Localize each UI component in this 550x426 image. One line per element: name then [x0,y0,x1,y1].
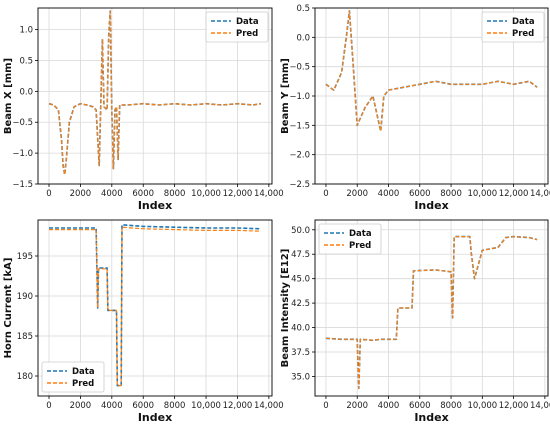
x-tick-label: 4000 [101,401,123,411]
y-tick-label: 37.5 [291,348,310,358]
y-tick-label: −0.5 [289,63,310,73]
x-tick-label: 6000 [409,401,431,411]
legend-box [41,361,105,393]
series-line-data [49,224,262,387]
x-tick-label: 2000 [70,189,92,199]
x-tick-label: 2000 [346,401,368,411]
x-tick-label: 8000 [440,189,462,199]
y-axis-label: Beam X [mm] [3,58,14,134]
legend-box [318,223,382,255]
x-tick-label: 10,000 [191,401,221,411]
x-tick-label: 6000 [132,189,154,199]
x-tick-label: 6000 [409,189,431,199]
y-tick-label: 1.0 [19,26,33,36]
x-tick-label: 14,000 [254,189,284,199]
y-tick-label: 180 [17,372,33,382]
x-tick-label: 8000 [440,401,462,411]
x-tick-label: 4000 [378,401,400,411]
y-tick-label: −1.5 [289,121,310,131]
y-tick-label: 45.0 [291,275,310,285]
series-line-pred [325,236,538,389]
x-tick-label: 10,000 [191,189,221,199]
legend-label-pred: Pred [236,29,258,39]
series-line-pred [48,10,262,176]
legend-box [481,11,545,43]
y-tick-label: 40.0 [291,324,310,334]
plot-frame [314,219,549,397]
x-tick-label: 12,000 [499,401,529,411]
y-tick-label: 195 [17,252,33,262]
y-axis-label: Beam Y [mm] [280,58,291,134]
x-tick-label: 10,000 [467,401,497,411]
y-tick-label: −0.5 [12,118,33,128]
x-tick-label: 6000 [132,401,154,411]
y-tick-label: −1.0 [12,149,33,159]
y-tick-label: 190 [17,292,33,302]
y-tick-label: 0.5 [19,56,33,66]
x-tick-label: 4000 [378,189,400,199]
y-tick-label: 185 [17,332,33,342]
y-tick-label: −1.0 [289,92,310,102]
x-tick-label: 14,000 [530,189,550,199]
y-tick-label: −2.0 [289,151,310,161]
x-axis-label: Index [138,199,172,212]
y-tick-label: 0.0 [296,33,310,43]
x-axis-label: Index [414,199,448,212]
legend-label-pred: Pred [512,29,534,39]
y-tick-label: 0.5 [296,4,310,14]
x-tick-label: 2000 [346,189,368,199]
x-tick-label: 12,000 [499,189,529,199]
y-tick-label: −2.5 [289,180,310,190]
plot-frame [37,219,273,397]
x-tick-label: 4000 [101,189,123,199]
legend-label-data: Data [236,17,259,27]
x-tick-label: 8000 [164,189,186,199]
legend-label-pred: Pred [349,241,371,251]
y-tick-label: 35.0 [291,372,310,382]
series-line-pred [49,226,262,387]
y-tick-label: 42.5 [291,299,310,309]
y-tick-label: 0.0 [19,87,33,97]
x-tick-label: 14,000 [254,401,284,411]
y-axis-label: Beam Intensity [E12] [280,249,291,368]
x-tick-label: 0 [46,401,51,411]
legend: Data Pred [41,361,105,393]
y-tick-label: 50.0 [291,226,310,236]
series-line-pred [325,10,538,132]
x-tick-label: 0 [323,401,328,411]
x-tick-label: 0 [46,189,51,199]
legend-label-pred: Pred [72,379,94,389]
x-tick-label: 8000 [164,401,186,411]
plot-frame [37,7,273,185]
chart-panel-1: 0 2000 4000 6000 8000 10,000 12,000 14,000 −1.5 −… [3,7,284,212]
x-tick-label: 14,000 [530,401,550,411]
legend: Data Pred [481,11,545,43]
legend-label-data: Data [349,229,372,239]
x-tick-label: 12,000 [223,401,253,411]
x-axis-label: Index [414,411,448,424]
x-tick-label: 12,000 [223,189,253,199]
x-tick-label: 0 [323,189,328,199]
legend-box [205,11,269,43]
chart-panel-3: 0 2000 4000 6000 8000 10,000 12,000 14,000 180 18… [3,219,284,424]
y-tick-label: 47.5 [291,250,310,260]
x-tick-label: 2000 [70,401,92,411]
y-axis-label: Horn Current [kA] [3,258,14,359]
y-tick-label: −1.5 [12,180,33,190]
x-tick-label: 10,000 [467,189,497,199]
x-axis-label: Index [138,411,172,424]
legend: Data Pred [205,11,269,43]
legend: Data Pred [318,223,382,255]
legend-label-data: Data [512,17,535,27]
legend-label-data: Data [72,367,95,377]
